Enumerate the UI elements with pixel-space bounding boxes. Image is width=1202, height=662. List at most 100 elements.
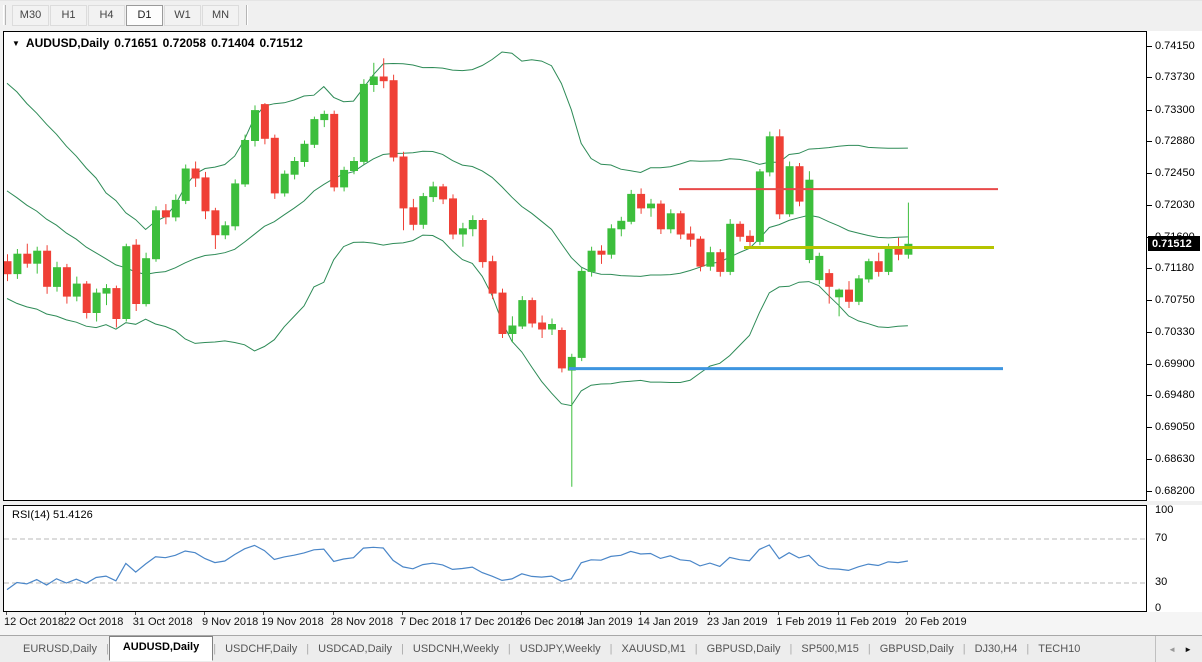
timeframe-button-h4[interactable]: H4 [88,4,125,26]
rsi-chart-svg[interactable] [4,506,1146,611]
date-tick-label: 9 Nov 2018 [202,616,259,628]
tab-separator: | [306,643,310,655]
price-tick-label: 0.68200 [1155,485,1195,497]
price-tick-mark [1147,363,1152,365]
tab-separator: | [789,643,793,655]
price-tick-label: 0.72450 [1155,167,1195,180]
tab-separator: | [213,643,217,655]
rsi-line [6,544,908,591]
date-tick-mark [520,612,522,615]
main-chart-svg[interactable] [3,32,1146,500]
chart-tab-sp500-m15[interactable]: SP500,M15 [801,643,859,655]
chart-low-value: 0.71404 [211,36,255,50]
chart-tab-usdcnh-weekly[interactable]: USDCNH,Weekly [412,643,499,655]
price-tick-label: 0.70330 [1155,325,1195,338]
rsi-tick-label: 30 [1155,576,1168,588]
date-tick-mark [6,612,7,615]
chart-high-value: 0.72058 [162,36,207,50]
price-tick-label: 0.72030 [1155,198,1195,211]
date-tick-label: 12 Oct 2018 [4,616,64,628]
chart-tab-dj30-h4[interactable]: DJ30,H4 [974,643,1018,655]
date-tick-mark [402,612,403,615]
date-tick-mark [332,612,334,615]
price-tick-label: 0.69480 [1155,389,1195,402]
rsi-tick-label: 0 [1155,602,1162,614]
date-tick-mark [906,612,908,615]
date-tick-label: 4 Jan 2019 [578,616,633,628]
date-tick-mark [65,612,67,615]
date-tick-mark [639,612,641,615]
chart-tab-eurusd-daily[interactable]: EURUSD,Daily [23,643,97,655]
price-tick-label: 0.68630 [1155,452,1195,465]
chart-title: ▼ AUDUSD,Daily 0.71651 0.72058 0.71404 0… [12,36,303,50]
price-tick-label: 0.73730 [1155,71,1195,84]
price-tick-mark [1147,491,1152,492]
toolbar-separator [246,5,248,25]
toolbar-grip-icon[interactable] [3,5,6,25]
price-scale[interactable]: 0.71512 0.74150 0.73730 0.73300 0.72880 0.72… [1147,31,1202,501]
price-tick-label: 0.74150 [1155,40,1195,53]
rsi-scale[interactable]: 100 70 30 0 [1147,504,1202,615]
rsi-tick-label: 100 [1155,504,1174,516]
price-tick-label: 0.72880 [1155,135,1195,148]
date-axis[interactable]: 12 Oct 2018 22 Oct 2018 31 Oct 2018 9 Nov 2… [0,612,1202,635]
chart-tab-usdcad-daily[interactable]: USDCAD,Daily [318,643,393,655]
chart-tab-audusd-daily[interactable]: AUDUSD,Daily [108,636,214,661]
timeframe-button-m30[interactable]: M30 [12,4,49,26]
date-tick-label: 7 Dec 2018 [400,616,457,628]
chart-tab-usdjpy-weekly[interactable]: USDJPY,Weekly [519,643,601,655]
price-tick-label: 0.70750 [1155,294,1195,307]
price-tick-label: 0.69050 [1155,421,1195,434]
rsi-panel[interactable]: RSI(14) 51.4126 [3,505,1147,612]
price-tick-mark [1147,173,1152,175]
date-tick-label: 11 Feb 2019 [835,616,897,628]
tab-scroll-right-icon[interactable]: ► [1184,645,1192,654]
timeframe-button-mn[interactable]: MN [202,4,239,26]
chart-tab-bar: EURUSD,Daily | AUDUSD,Daily | USDCHF,Daily | U… [0,635,1202,662]
chart-dropdown-icon[interactable]: ▼ [12,38,20,48]
date-tick-label: 19 Nov 2018 [261,616,324,628]
tab-separator: | [507,643,511,655]
date-tick-label: 20 Feb 2019 [904,616,967,628]
date-tick-label: 14 Jan 2019 [637,616,699,628]
date-tick-mark [837,612,839,615]
price-tick-label: 0.71600 [1155,230,1195,243]
rsi-tick-label: 70 [1155,532,1168,544]
date-tick-mark [204,612,205,615]
price-tick-label: 0.73300 [1155,103,1195,116]
date-tick-mark [708,612,710,615]
current-price-tag: 0.71512 [1148,236,1200,252]
date-tick-label: 23 Jan 2019 [706,616,768,628]
date-tick-mark [461,612,463,615]
date-tick-mark [580,612,582,615]
chart-tab-usdchf-daily[interactable]: USDCHF,Daily [225,643,298,655]
tab-separator: | [609,643,613,655]
chart-close-value: 0.71512 [259,36,303,50]
tab-scroll-left-icon[interactable]: ◄ [1168,645,1177,654]
timeframe-button-w1[interactable]: W1 [164,4,201,26]
tab-separator: | [694,643,698,655]
price-tick-mark [1147,109,1152,111]
date-tick-mark [263,612,265,615]
candlestick-series [3,58,913,487]
date-tick-label: 28 Nov 2018 [330,616,394,628]
price-tick-mark [1147,204,1152,206]
timeframe-button-d1[interactable]: D1 [126,4,163,26]
price-tick-mark [1147,77,1152,79]
timeframe-button-h1[interactable]: H1 [50,4,87,26]
price-tick-mark [1147,46,1152,48]
chart-tab-gbpusd-daily[interactable]: GBPUSD,Daily [706,643,781,655]
main-chart-panel[interactable]: ▼ AUDUSD,Daily 0.71651 0.72058 0.71404 0… [3,31,1147,501]
price-tick-mark [1147,236,1152,238]
tab-separator: | [1026,643,1030,655]
bollinger-lower-band [6,234,908,407]
chart-tab-gbpusd-daily[interactable]: GBPUSD,Daily [879,643,954,655]
date-tick-label: 1 Feb 2019 [776,616,832,628]
price-tick-mark [1147,331,1152,333]
chart-tab-xauusd-m1[interactable]: XAUUSD,M1 [621,643,686,655]
price-tick-mark [1147,141,1152,143]
chart-tab-tech10[interactable]: TECH10 [1038,643,1081,655]
tab-scroll-nav: ◄ ► [1155,636,1200,662]
chart-open-value: 0.71651 [114,36,158,50]
price-tick-label: 0.69900 [1155,357,1195,370]
